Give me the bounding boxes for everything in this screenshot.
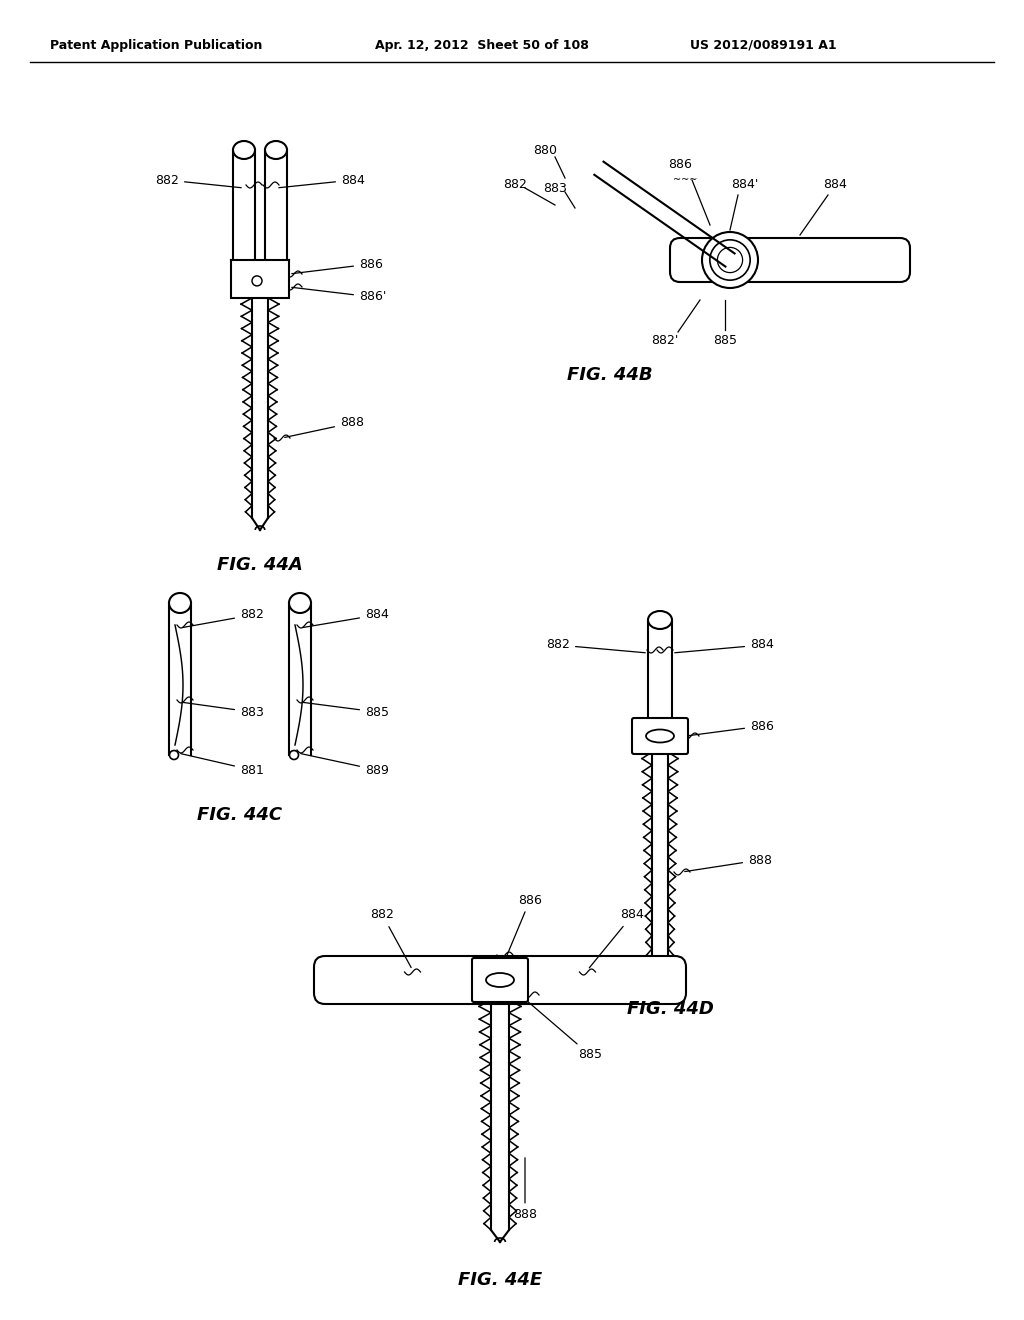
Text: Patent Application Publication: Patent Application Publication bbox=[50, 38, 262, 51]
Text: 882: 882 bbox=[503, 178, 527, 191]
Text: 882: 882 bbox=[155, 173, 242, 187]
Text: 885: 885 bbox=[713, 334, 737, 346]
Text: FIG. 44E: FIG. 44E bbox=[458, 1271, 542, 1290]
Text: FIG. 44D: FIG. 44D bbox=[627, 1001, 714, 1018]
Text: 882: 882 bbox=[182, 609, 264, 627]
FancyBboxPatch shape bbox=[670, 238, 910, 282]
Text: 880: 880 bbox=[534, 144, 557, 157]
Text: ~~~: ~~~ bbox=[673, 176, 697, 185]
Text: 886: 886 bbox=[292, 257, 383, 273]
FancyBboxPatch shape bbox=[632, 718, 688, 754]
Ellipse shape bbox=[648, 611, 672, 630]
Text: 884: 884 bbox=[279, 173, 365, 187]
Text: 885: 885 bbox=[303, 702, 389, 718]
Text: US 2012/0089191 A1: US 2012/0089191 A1 bbox=[690, 38, 837, 51]
Text: 884': 884' bbox=[731, 178, 759, 191]
Text: 881: 881 bbox=[180, 754, 264, 776]
Text: 884: 884 bbox=[303, 609, 389, 627]
Text: Apr. 12, 2012  Sheet 50 of 108: Apr. 12, 2012 Sheet 50 of 108 bbox=[375, 38, 589, 51]
Text: 888: 888 bbox=[685, 854, 772, 871]
Text: 886: 886 bbox=[506, 894, 542, 957]
Ellipse shape bbox=[170, 751, 178, 759]
Ellipse shape bbox=[169, 593, 191, 612]
Ellipse shape bbox=[265, 141, 287, 158]
Ellipse shape bbox=[646, 730, 674, 742]
Ellipse shape bbox=[252, 276, 262, 286]
Text: 882: 882 bbox=[546, 639, 645, 653]
Text: FIG. 44B: FIG. 44B bbox=[567, 366, 653, 384]
Bar bbox=[231, 260, 289, 298]
Text: 888: 888 bbox=[513, 1158, 537, 1221]
Ellipse shape bbox=[289, 593, 311, 612]
Ellipse shape bbox=[718, 247, 742, 273]
Text: 883: 883 bbox=[543, 181, 567, 194]
Text: 884: 884 bbox=[589, 908, 644, 968]
Ellipse shape bbox=[290, 751, 299, 759]
Text: 888: 888 bbox=[285, 417, 364, 437]
FancyBboxPatch shape bbox=[472, 958, 528, 1002]
Text: 889: 889 bbox=[301, 754, 389, 776]
Ellipse shape bbox=[233, 141, 255, 158]
Text: 885: 885 bbox=[528, 1002, 602, 1061]
Ellipse shape bbox=[702, 232, 758, 288]
Text: 884: 884 bbox=[675, 639, 774, 653]
Text: 883: 883 bbox=[182, 702, 264, 718]
Text: 886': 886' bbox=[292, 288, 386, 304]
Text: FIG. 44C: FIG. 44C bbox=[198, 807, 283, 824]
Text: 886: 886 bbox=[689, 719, 774, 735]
Text: FIG. 44A: FIG. 44A bbox=[217, 556, 303, 574]
Text: 882': 882' bbox=[651, 334, 679, 346]
Text: 882: 882 bbox=[371, 908, 412, 968]
Ellipse shape bbox=[486, 973, 514, 987]
Text: 884: 884 bbox=[823, 178, 847, 191]
FancyBboxPatch shape bbox=[314, 956, 686, 1005]
Ellipse shape bbox=[710, 240, 751, 280]
Text: 886: 886 bbox=[668, 158, 692, 172]
